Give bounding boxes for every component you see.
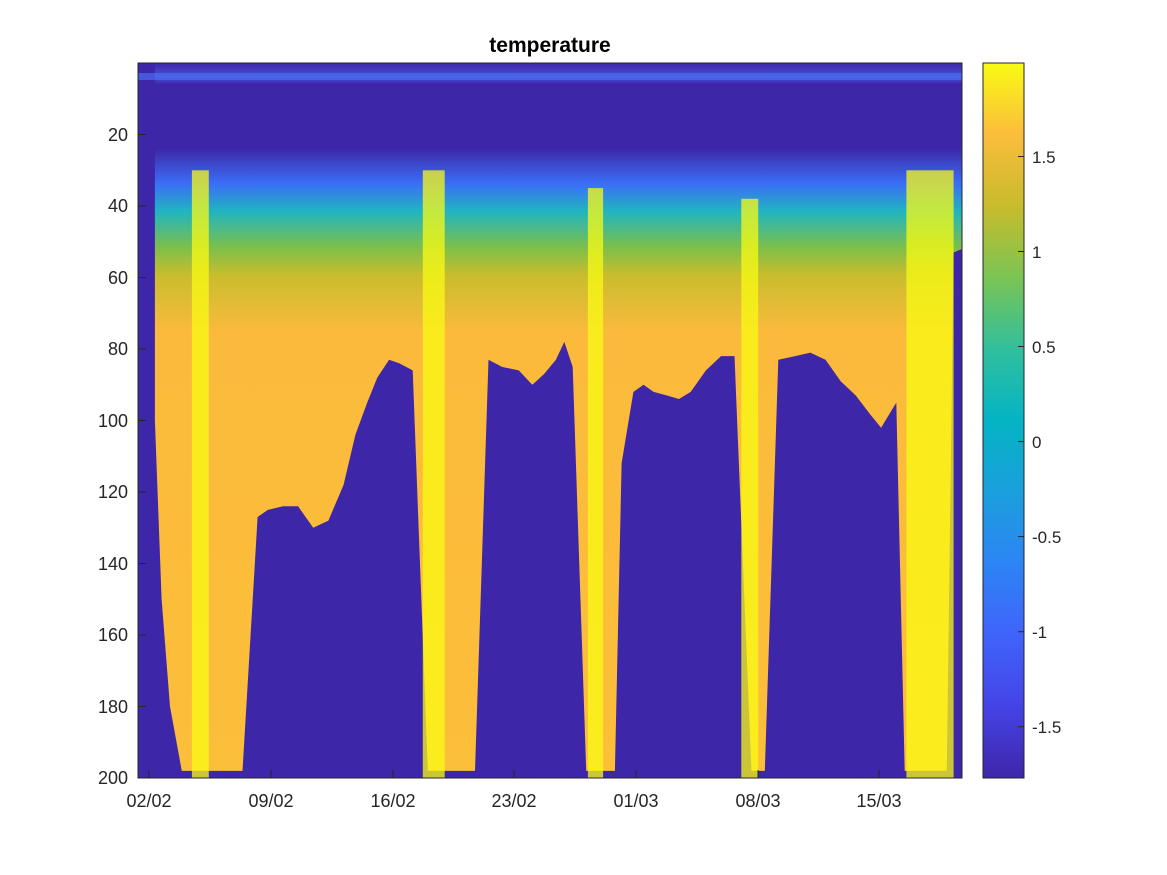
colorbar-tick-minus-0.5: -0.5 [1018,528,1061,547]
y-tick-label-200: 200 [98,768,128,788]
colorbar-label-minus-1: -1 [1032,623,1047,642]
y-tick-200: 200 [98,768,146,788]
warm-core-2 [422,170,445,778]
y-tick-40: 40 [108,196,146,216]
x-tick-01-03: 01/03 [613,770,659,811]
colorbar-tick-0.5: 0.5 [1018,338,1056,357]
warm-core-5 [906,170,954,778]
colorbar-label-minus-0.5: -0.5 [1032,528,1061,547]
x-tick-23-02: 23/02 [491,770,537,811]
x-tick-label-16-02: 16/02 [370,791,415,811]
colorbar-frame [982,62,1025,779]
x-axis: 02/02 09/02 16/02 23/02 01/03 08/03 15/0… [126,770,902,811]
y-tick-label-160: 160 [98,625,128,645]
x-tick-label-15-03: 15/03 [856,791,901,811]
x-tick-label-02-02: 02/02 [126,791,171,811]
x-tick-label-08-03: 08/03 [735,791,780,811]
colorbar-label-1.5: 1.5 [1032,148,1056,167]
y-tick-label-60: 60 [108,268,128,288]
y-tick-120: 120 [98,482,146,502]
y-tick-160: 160 [98,625,146,645]
surface-layer-band [138,73,962,80]
y-tick-label-180: 180 [98,697,128,717]
y-tick-label-20: 20 [108,125,128,145]
y-tick-20: 20 [108,125,146,145]
warm-cores [191,170,954,778]
chart-title: temperature [489,34,610,57]
y-tick-80: 80 [108,339,146,359]
y-tick-140: 140 [98,554,146,574]
y-axis: 20 40 60 80 100 120 140 160 180 200 [98,125,146,788]
x-tick-02-02: 02/02 [126,770,172,811]
colorbar-tick-0: 0 [1018,433,1041,452]
y-tick-180: 180 [98,697,146,717]
x-tick-09-02: 09/02 [248,770,294,811]
colorbar-label-1: 1 [1032,243,1041,262]
colorbar-label-0: 0 [1032,433,1041,452]
y-tick-label-100: 100 [98,411,128,431]
x-tick-label-09-02: 09/02 [248,791,293,811]
x-tick-label-23-02: 23/02 [491,791,536,811]
warm-core-1 [191,170,209,778]
warm-core-4 [741,198,759,778]
colorbar-tick-minus-1.5: -1.5 [1018,718,1061,737]
x-tick-08-03: 08/03 [735,770,781,811]
temperature-profile-area [154,63,962,771]
x-tick-16-02: 16/02 [370,770,416,811]
colorbar-label-0.5: 0.5 [1032,338,1056,357]
x-tick-label-01-03: 01/03 [613,791,658,811]
y-tick-label-120: 120 [98,482,128,502]
y-tick-60: 60 [108,268,146,288]
colorbar-tick-1: 1 [1018,243,1041,262]
colorbar-scale [983,63,1024,778]
colorbar: -1.5 -1 -0.5 0 0.5 1 1.5 [982,62,1061,779]
colorbar-label-minus-1.5: -1.5 [1032,718,1061,737]
y-tick-label-40: 40 [108,196,128,216]
colorbar-tick-minus-1: -1 [1018,623,1047,642]
y-tick-100: 100 [98,411,146,431]
y-tick-label-80: 80 [108,339,128,359]
y-tick-label-140: 140 [98,554,128,574]
plot-area [138,63,962,778]
x-tick-15-03: 15/03 [856,770,902,811]
colorbar-tick-1.5: 1.5 [1018,148,1056,167]
warm-core-3 [587,188,604,778]
